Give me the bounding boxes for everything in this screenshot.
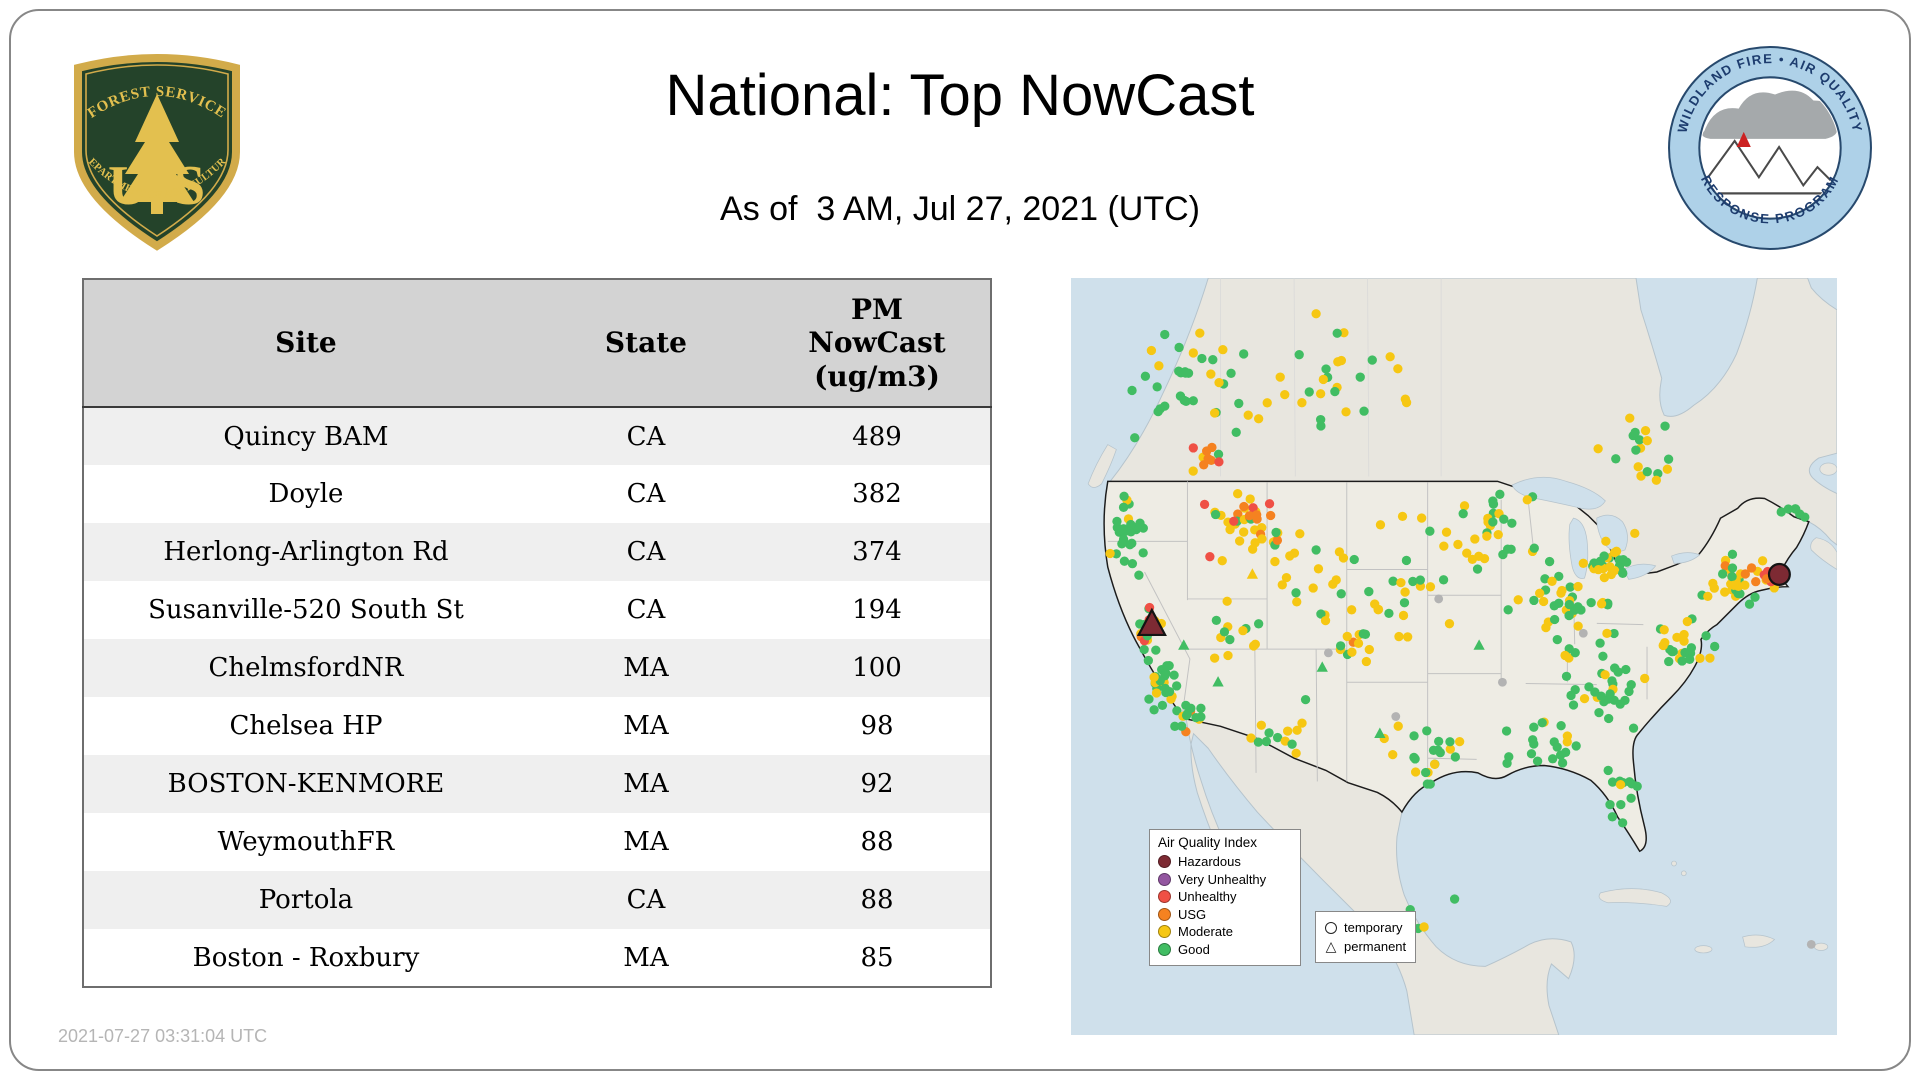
site-cell: ChelmsfordNR	[208, 653, 404, 683]
value-cell: 88	[860, 827, 894, 857]
marker-legend-label: permanent	[1344, 939, 1407, 954]
marker-legend-label: temporary	[1344, 920, 1403, 935]
aqi-legend-label: Moderate	[1178, 924, 1233, 939]
pm-header-line3: (ug/m3)	[814, 359, 940, 393]
table-header-row: Site State PM NowCast (ug/m3)	[83, 279, 991, 408]
site-cell: WeymouthFR	[217, 827, 395, 857]
forest-service-logo: FOREST SERVICE U S DEPARTMENT OF AGRICUL…	[62, 44, 240, 251]
unhealthy-swatch-icon	[1158, 890, 1171, 904]
state-cell: MA	[623, 711, 669, 741]
aqi-legend-title: Air Quality Index	[1158, 835, 1258, 850]
state-cell: CA	[626, 885, 666, 915]
aqi-legend-item: Very Unhealthy	[1158, 871, 1292, 889]
aqi-legend-label: Unhealthy	[1178, 889, 1237, 904]
site-cell: Doyle	[268, 479, 344, 509]
table-row: Herlong-Arlington Rd CA 374	[83, 523, 991, 581]
monitor-extras	[1178, 568, 1816, 949]
aqi-legend-item: Good	[1158, 941, 1292, 959]
site-cell: Chelsea HP	[229, 711, 383, 741]
state-cell: CA	[626, 537, 666, 567]
site-cell: Portola	[258, 885, 354, 915]
state-cell: CA	[626, 595, 666, 625]
value-cell: 85	[860, 942, 894, 973]
moderate-swatch-icon	[1158, 925, 1171, 939]
col-header-site: Site	[83, 279, 528, 408]
table-row: WeymouthFR MA 88	[83, 813, 991, 871]
aqi-legend: Air Quality Index Hazardous Very Unhealth…	[1149, 829, 1301, 966]
page-subtitle: As of 3 AM, Jul 27, 2021 (UTC)	[720, 190, 1200, 228]
aqi-legend-label: Hazardous	[1178, 854, 1241, 869]
flame-icon	[1736, 131, 1751, 147]
table-row: Chelsea HP MA 98	[83, 697, 991, 755]
value-cell: 100	[852, 653, 902, 683]
temporary-hazardous-marker	[1767, 562, 1791, 586]
site-cell: Quincy BAM	[223, 421, 389, 452]
page-border	[9, 9, 1911, 1071]
table-row: Portola CA 88	[83, 871, 991, 929]
aqi-legend-item: Moderate	[1158, 923, 1292, 941]
mountains-icon	[1701, 139, 1839, 195]
good-swatch-icon	[1158, 942, 1171, 956]
air-quality-map: Air Quality Index Hazardous Very Unhealth…	[1071, 278, 1837, 1035]
hazardous-site-markers	[1136, 562, 1791, 637]
aqi-legend-label: USG	[1178, 906, 1207, 922]
col-header-state: State	[527, 279, 764, 408]
marker-legend-item: △ permanent	[1325, 937, 1407, 956]
pine-tree-icon	[120, 94, 194, 214]
table-row: ChelmsfordNR MA 100	[83, 639, 991, 697]
circle-marker-icon	[1325, 921, 1337, 934]
aqi-legend-item: Hazardous	[1158, 853, 1292, 871]
usg-swatch-icon	[1158, 907, 1171, 921]
site-cell: Susanville-520 South St	[148, 595, 464, 625]
permanent-hazardous-marker	[1136, 607, 1167, 637]
marker-type-legend: temporary △ permanent	[1315, 911, 1417, 963]
col-header-pm: PM NowCast (ug/m3)	[763, 279, 991, 408]
value-cell: 98	[860, 711, 894, 741]
value-cell: 88	[860, 885, 894, 915]
aqi-legend-items: Hazardous Very Unhealthy Unhealthy USG Moder…	[1158, 853, 1292, 958]
aqi-legend-item: Unhealthy	[1158, 888, 1292, 906]
state-cell: CA	[626, 421, 666, 452]
monitor-dots	[1105, 309, 1810, 934]
nowcast-table: Site State PM NowCast (ug/m3) Quincy BAM…	[82, 278, 992, 988]
very_unhealthy-swatch-icon	[1158, 872, 1171, 886]
aqi-legend-label: Very Unhealthy	[1178, 871, 1267, 887]
province-borders	[1220, 278, 1442, 477]
table-row: BOSTON-KENMORE MA 92	[83, 755, 991, 813]
aqi-legend-item: USG	[1158, 906, 1292, 924]
hazardous-swatch-icon	[1158, 855, 1171, 869]
state-cell: MA	[623, 769, 669, 799]
value-cell: 194	[852, 595, 902, 625]
islands	[1087, 444, 1837, 954]
pm-header-line1: PM	[850, 293, 904, 327]
value-cell: 374	[852, 537, 902, 567]
value-cell: 489	[852, 421, 902, 452]
table-row: Quincy BAM CA 489	[83, 407, 991, 465]
nowcast-table-body: Quincy BAM CA 489 Doyle CA 382 Herlong-Arlingt…	[83, 407, 991, 987]
site-cell: Herlong-Arlington Rd	[163, 537, 449, 567]
triangle-marker-icon: △	[1325, 938, 1337, 954]
site-cell: Boston - Roxbury	[192, 942, 420, 973]
value-cell: 92	[860, 769, 894, 799]
smoke-icon	[1702, 90, 1838, 139]
state-cell: MA	[623, 827, 669, 857]
state-cell: MA	[623, 942, 669, 973]
table-row: Doyle CA 382	[83, 465, 991, 523]
aqi-legend-label: Good	[1178, 941, 1210, 957]
wfaqrp-logo: WILDLAND FIRE • AIR QUALITY RESPONSE PRO…	[1668, 46, 1872, 250]
marker-legend-item: temporary	[1325, 918, 1406, 937]
pm-header-line2: NowCast	[808, 326, 946, 360]
site-cell: BOSTON-KENMORE	[167, 769, 445, 799]
page-title: National: Top NowCast	[665, 63, 1255, 128]
table-row: Boston - Roxbury MA 85	[83, 929, 991, 987]
table-row: Susanville-520 South St CA 194	[83, 581, 991, 639]
state-cell: CA	[626, 479, 666, 509]
state-cell: MA	[623, 653, 669, 683]
value-cell: 382	[852, 479, 902, 509]
generated-timestamp: 2021-07-27 03:31:04 UTC	[58, 1026, 268, 1046]
